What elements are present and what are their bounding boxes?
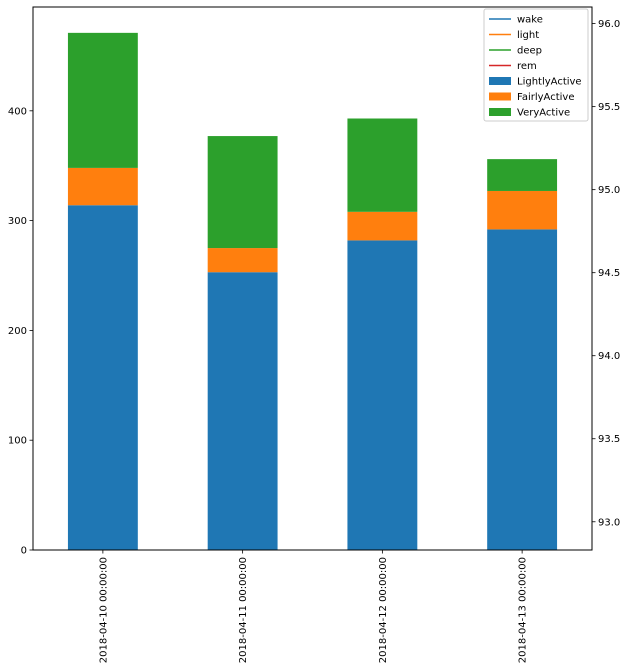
- legend-swatch-lightlyactive: [489, 77, 511, 85]
- y-tick-label: 100: [8, 436, 27, 447]
- legend-label-light: light: [517, 30, 539, 41]
- bar-lightlyactive-4: [487, 229, 558, 551]
- bar-fairlyactive-3: [347, 211, 418, 241]
- legend-label-fairlyactive: FairlyActive: [517, 92, 574, 103]
- bar-lightlyactive-3: [347, 240, 418, 551]
- x-tick-label: 2018-04-10 00:00:00: [98, 557, 109, 663]
- y-tick-label: 300: [8, 216, 27, 227]
- y-tick-label: 200: [8, 326, 27, 337]
- x-tick-label: 2018-04-11 00:00:00: [238, 557, 249, 663]
- y-right-tick-label: 95.5: [598, 102, 620, 113]
- bar-fairlyactive-2: [207, 248, 278, 273]
- legend-swatch-fairlyactive: [489, 92, 511, 101]
- y-right-tick-label: 93.5: [598, 434, 620, 445]
- y-right-tick-label: 94.0: [598, 351, 620, 362]
- legend-label-wake: wake: [517, 15, 543, 26]
- legend-label-veryactive: VeryActive: [517, 108, 570, 119]
- y-right-tick-label: 96.0: [598, 19, 620, 30]
- bar-lightlyactive-1: [67, 205, 138, 550]
- x-tick-label: 2018-04-13 00:00:00: [518, 557, 529, 663]
- legend-label-lightlyactive: LightlyActive: [517, 77, 582, 88]
- y-right-tick-label: 95.0: [598, 185, 620, 196]
- y-tick-label: 400: [8, 106, 27, 117]
- bar-veryactive-2: [207, 136, 278, 249]
- bar-veryactive-1: [67, 32, 138, 168]
- y-right-tick-label: 94.5: [598, 268, 620, 279]
- legend-label-deep: deep: [517, 46, 542, 57]
- plot-frame: [32, 6, 593, 551]
- bar-veryactive-4: [487, 159, 558, 191]
- y-tick-label: 0: [21, 546, 27, 557]
- x-tick-label: 2018-04-12 00:00:00: [378, 557, 389, 663]
- legend-label-rem: rem: [517, 61, 537, 72]
- bar-fairlyactive-4: [487, 190, 558, 230]
- legend: wake light deep rem LightlyActive FairlyActiv…: [483, 8, 589, 122]
- bars-layer: [67, 32, 558, 551]
- bar-lightlyactive-2: [207, 272, 278, 550]
- axes-layer: 0 100 200 300 400 93.0 93.5 94.0 94.5 95.0 95.5 96.…: [8, 6, 620, 663]
- y-right-tick-label: 93.0: [598, 517, 620, 528]
- bar-veryactive-3: [347, 118, 418, 212]
- legend-swatch-veryactive: [489, 108, 511, 116]
- bar-fairlyactive-1: [67, 167, 138, 206]
